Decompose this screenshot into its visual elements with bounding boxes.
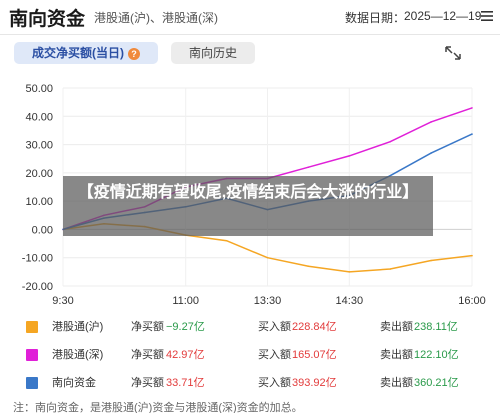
expand-icon[interactable] — [443, 44, 463, 62]
y-tick-label: 20.00 — [25, 168, 53, 180]
footnote: 注：南向资金，是港股通(沪)资金与港股通(深)资金的加总。 — [13, 402, 303, 413]
series-point — [471, 107, 473, 109]
y-tick-label: 0.00 — [32, 224, 53, 236]
headline-overlay[interactable]: 【疫情近期有望收尾,疫情结束后会大涨的行业】 — [63, 176, 433, 236]
tab-net-buy-today-label: 成交净买额(当日) — [32, 46, 124, 60]
series-point — [430, 152, 432, 154]
header: 南向资金 港股通(沪)、港股通(深) 数据日期： 2025—12—19 — [0, 0, 500, 34]
legend-name: 南向资金 — [52, 377, 96, 389]
series-point — [471, 254, 473, 257]
y-tick-label: 10.00 — [25, 196, 53, 208]
tab-southbound-history[interactable]: 南向历史 — [171, 42, 255, 64]
sell-value: 238.11亿 — [414, 321, 458, 333]
series-point — [389, 268, 392, 270]
sell-value: 122.10亿 — [414, 349, 459, 361]
x-tick-label: 9:30 — [52, 295, 73, 307]
net-buy-label: 净买额 — [131, 349, 164, 361]
legend-swatch-sz — [26, 349, 38, 361]
series-point — [348, 155, 351, 157]
page-subtitle: 港股通(沪)、港股通(深) — [94, 11, 218, 25]
net-buy-value: 33.71亿 — [166, 377, 205, 389]
series-point — [348, 271, 351, 273]
legend-row-south: 南向资金 净买额 33.71亿 买入额 393.92亿 卖出额 360.21亿 — [0, 372, 500, 394]
legend-row-sz: 港股通(深) 净买额 42.97亿 买入额 165.07亿 卖出额 122.10… — [0, 344, 500, 366]
question-icon[interactable]: ? — [128, 47, 140, 60]
x-tick-label: 13:30 — [254, 295, 282, 307]
sell-value: 360.21亿 — [414, 377, 459, 389]
x-tick-labels: 9:30 11:00 13:30 14:30 16:00 — [52, 295, 485, 307]
x-tick-label: 11:00 — [172, 295, 199, 307]
y-tick-label: -20.00 — [22, 281, 53, 293]
y-tick-label: -10.00 — [22, 253, 53, 265]
series-point — [307, 265, 310, 267]
net-buy-label: 净买额 — [131, 377, 164, 389]
sell-label: 卖出额 — [380, 349, 413, 361]
x-tick-label: 14:30 — [336, 295, 364, 307]
header-divider — [0, 34, 500, 35]
x-tick-label: 16:00 — [458, 295, 486, 307]
legend-row-sh: 港股通(沪) 净买额 −9.27亿 买入额 228.84亿 卖出额 238.11… — [0, 316, 500, 338]
legend-swatch-sh — [26, 321, 38, 333]
buy-label: 买入额 — [258, 349, 291, 361]
buy-value: 165.07亿 — [292, 349, 337, 361]
buy-label: 买入额 — [258, 377, 291, 389]
tab-net-buy-today[interactable]: 成交净买额(当日)? — [14, 42, 158, 64]
series-point — [307, 166, 310, 168]
date-value: 2025—12—19 — [404, 9, 482, 23]
series-point — [266, 256, 269, 259]
y-tick-labels: 50.00 40.00 30.00 20.00 10.00 0.00 -10.00 -20.0… — [22, 83, 53, 293]
series-point — [430, 121, 432, 123]
tab-southbound-history-label: 南向历史 — [188, 46, 237, 60]
buy-label: 买入额 — [258, 321, 291, 333]
legend-name: 港股通(深) — [52, 349, 104, 361]
menu-icon[interactable] — [480, 9, 494, 23]
y-tick-label: 40.00 — [25, 111, 53, 123]
series-point — [225, 239, 228, 242]
date-label: 数据日期： — [345, 11, 406, 25]
sell-label: 卖出额 — [380, 321, 413, 333]
sell-label: 卖出额 — [380, 377, 413, 389]
legend-swatch-south — [26, 377, 38, 389]
legend-name: 港股通(沪) — [52, 321, 104, 333]
net-buy-label: 净买额 — [131, 321, 164, 333]
series-point — [471, 133, 473, 135]
net-buy-value: 42.97亿 — [166, 349, 205, 361]
page-title: 南向资金 — [9, 9, 86, 30]
series-point — [389, 140, 392, 143]
y-tick-label: 30.00 — [25, 140, 53, 152]
buy-value: 228.84亿 — [292, 321, 337, 333]
buy-value: 393.92亿 — [292, 377, 337, 389]
y-tick-label: 50.00 — [25, 83, 53, 95]
net-buy-value: −9.27亿 — [166, 321, 205, 333]
series-point — [430, 259, 432, 262]
